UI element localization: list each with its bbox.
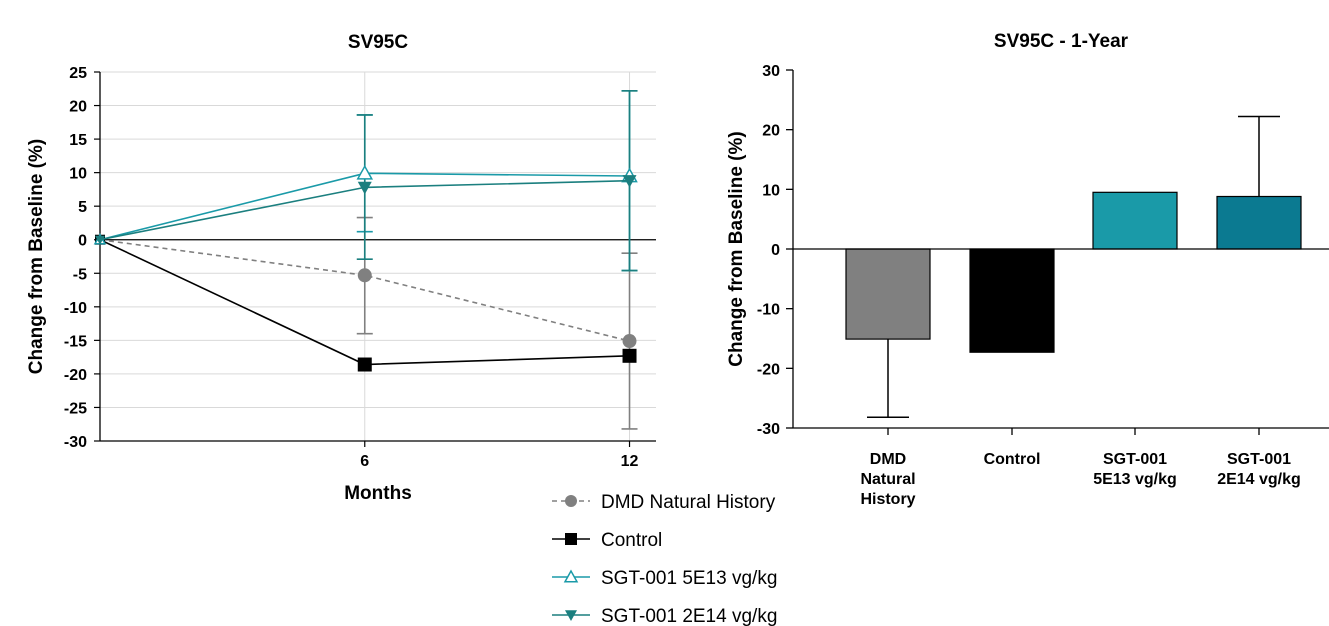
bar-chart: SV95C - 1-Year 30 20 10 0 -10 -20 -30 Change fro…: [726, 31, 1329, 508]
x-tick-label: 6: [360, 453, 369, 470]
x-tick-label: Control: [984, 451, 1041, 468]
line-chart: SV95C 25 20 15 10 5 0 -5 -10 -15 -20 -25 -30 6 12 Month…: [26, 32, 656, 504]
y-tick-label: 20: [762, 123, 780, 140]
x-tick-label: DMD: [870, 451, 906, 468]
legend-label: DMD Natural History: [601, 492, 776, 513]
y-tick-label: 10: [762, 182, 780, 199]
series-0: [95, 234, 637, 349]
x-tick-label: SGT-001: [1103, 451, 1167, 468]
y-tick-label: -5: [73, 266, 87, 283]
data-point: [565, 610, 577, 621]
data-point: [357, 181, 372, 195]
data-point: [622, 175, 637, 188]
x-tick-label: 12: [621, 453, 639, 470]
data-point: [622, 334, 637, 349]
x-tick-label: History: [860, 491, 915, 508]
legend-item: Control: [552, 530, 662, 551]
x-axis-label: Months: [344, 483, 412, 504]
y-tick-label: 25: [69, 65, 87, 82]
bar-group: [969, 248, 1055, 353]
y-tick-label: 0: [78, 233, 87, 250]
data-point: [357, 268, 372, 283]
bar: [845, 248, 931, 340]
y-tick-label: 0: [771, 242, 780, 259]
line-chart-title: SV95C: [348, 32, 408, 53]
legend-label: SGT-001 2E14 vg/kg: [601, 606, 777, 626]
y-tick-label: -10: [64, 300, 87, 317]
data-point: [356, 164, 374, 180]
x-tick-label: SGT-001: [1227, 451, 1291, 468]
legend-item: DMD Natural History: [552, 492, 776, 513]
x-tick-label: 5E13 vg/kg: [1093, 471, 1177, 488]
legend-label: Control: [601, 530, 662, 551]
y-tick-label: 5: [78, 199, 87, 216]
x-tick-label: Natural: [860, 471, 915, 488]
y-tick-label: 10: [69, 166, 87, 183]
bar: [969, 248, 1055, 353]
series-1: [95, 234, 637, 372]
legend-label: SGT-001 5E13 vg/kg: [601, 568, 777, 589]
y-axis-label: Change from Baseline (%): [26, 139, 47, 374]
data-point: [357, 357, 372, 372]
bar-group: [845, 248, 931, 419]
legend-item: SGT-001 2E14 vg/kg: [552, 606, 777, 626]
y-tick-label: -20: [757, 361, 780, 378]
data-point: [95, 235, 105, 245]
data-point: [565, 495, 577, 507]
bar-group: [1092, 191, 1178, 250]
legend-item: SGT-001 5E13 vg/kg: [552, 568, 777, 589]
data-point: [565, 533, 577, 545]
y-tick-label: -20: [64, 367, 87, 384]
y-tick-label: -25: [64, 400, 87, 417]
y-tick-label: -30: [757, 421, 780, 438]
y-tick-label: 20: [69, 99, 87, 116]
y-tick-label: -15: [64, 333, 87, 350]
y-tick-label: -30: [64, 434, 87, 451]
data-point: [622, 348, 637, 363]
x-tick-label: 2E14 vg/kg: [1217, 471, 1301, 488]
y-tick-label: 30: [762, 63, 780, 80]
y-axis-label: Change from Baseline (%): [726, 131, 747, 366]
bar-chart-title: SV95C - 1-Year: [994, 31, 1129, 52]
legend: DMD Natural History Control SGT-001 5E13 v…: [552, 492, 777, 626]
bar: [1216, 195, 1302, 250]
series-3: [95, 175, 637, 245]
y-tick-label: 15: [69, 132, 87, 149]
bar: [1092, 191, 1178, 250]
data-point: [563, 569, 579, 583]
y-tick-label: -10: [757, 302, 780, 319]
bar-group: [1216, 115, 1302, 250]
